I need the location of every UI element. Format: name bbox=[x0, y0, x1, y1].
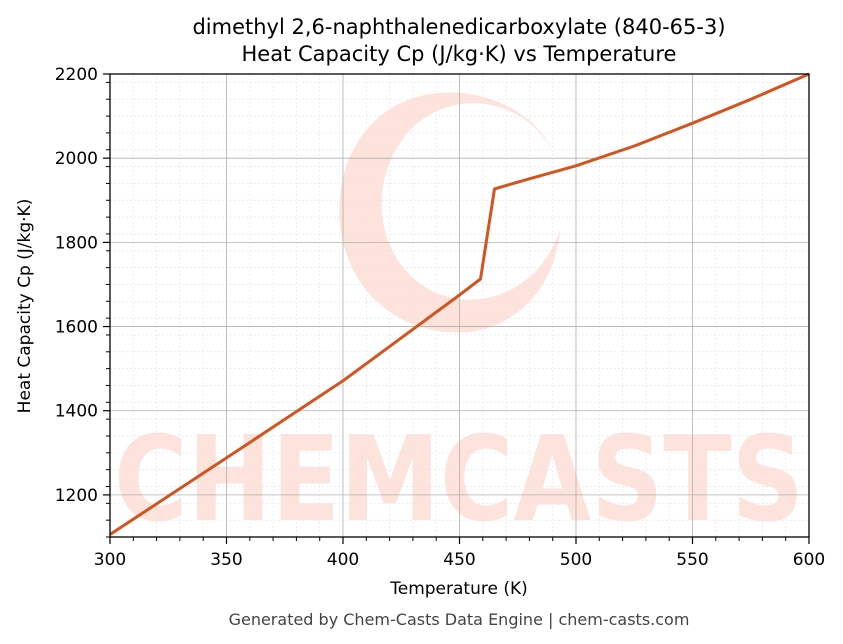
x-tick-label: 450 bbox=[443, 550, 475, 570]
chemcasts-watermark-logo: CHEMCASTS bbox=[114, 92, 804, 548]
footer-credit: Generated by Chem-Casts Data Engine | ch… bbox=[229, 610, 690, 629]
x-tick-label: 500 bbox=[560, 550, 592, 570]
x-tick-label: 400 bbox=[327, 550, 359, 570]
watermark-crescent bbox=[339, 92, 560, 333]
chart-subtitle: Heat Capacity Cp (J/kg·K) vs Temperature bbox=[242, 42, 677, 66]
x-tick-label: 350 bbox=[210, 550, 242, 570]
x-tick-label: 300 bbox=[94, 550, 126, 570]
heat-capacity-series-line bbox=[109, 72, 810, 536]
y-tick-label: 2200 bbox=[55, 65, 98, 85]
y-axis-label: Heat Capacity Cp (J/kg·K) bbox=[15, 199, 35, 414]
y-tick-label: 1800 bbox=[55, 233, 98, 253]
axis-ticks: 300 350 400 450 500 550 600 1200 1400 1600 1800 200… bbox=[55, 65, 825, 570]
y-tick-label: 1600 bbox=[55, 318, 98, 338]
x-axis-label: Temperature (K) bbox=[389, 579, 528, 599]
watermark-text: CHEMCASTS bbox=[114, 410, 804, 548]
y-tick-label: 2000 bbox=[55, 149, 98, 169]
x-tick-label: 600 bbox=[793, 550, 825, 570]
x-tick-label: 550 bbox=[676, 550, 708, 570]
y-tick-label: 1400 bbox=[55, 402, 98, 422]
chart-title: dimethyl 2,6-naphthalenedicarboxylate (8… bbox=[192, 15, 725, 39]
y-tick-label: 1200 bbox=[55, 486, 98, 506]
